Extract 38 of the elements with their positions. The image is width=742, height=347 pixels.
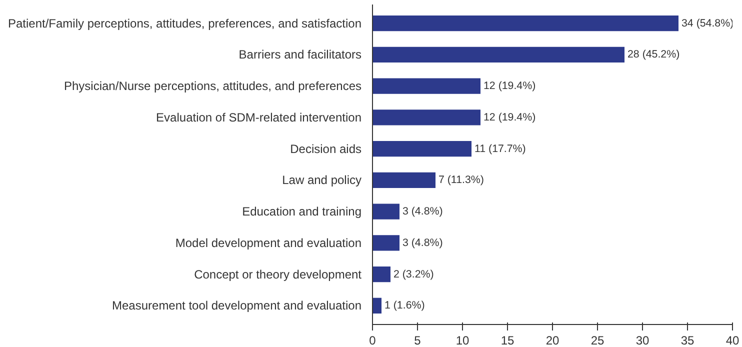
bar — [372, 15, 678, 32]
y-tick-label: Measurement tool development and evaluation — [112, 298, 362, 313]
y-tick-label: Physician/Nurse perceptions, attitudes, and preferences — [64, 79, 362, 94]
x-tick-label: 20 — [546, 334, 560, 347]
x-tick-label: 40 — [726, 334, 740, 347]
y-tick-label: Model development and evaluation — [175, 236, 362, 250]
y-tick-label: Education and training — [242, 204, 362, 219]
bar — [372, 235, 400, 251]
data-label: 1 (1.6%) — [384, 300, 425, 312]
y-tick-label: Patient/Family perceptions, attitudes, preferences, and satisfaction — [8, 16, 362, 30]
x-tick-label: 5 — [414, 334, 422, 347]
data-label: 2 (3.2%) — [394, 268, 434, 280]
data-label: 12 (19.4%) — [484, 111, 536, 124]
data-label: 28 (45.2%) — [628, 48, 680, 61]
bar — [372, 172, 436, 188]
y-tick-label: Evaluation of SDM-related intervention — [156, 110, 362, 124]
bar — [372, 78, 480, 94]
x-tick-label: 10 — [456, 334, 470, 347]
data-label: 11 (17.7%) — [474, 142, 526, 155]
y-tick-label: Law and policy — [282, 173, 362, 188]
x-tick-label: 25 — [590, 334, 604, 347]
y-tick-label: Decision aids — [290, 142, 362, 156]
x-tick-label: 0 — [369, 334, 376, 347]
x-tick-label: 15 — [500, 334, 514, 347]
data-label: 3 (4.8%) — [402, 206, 443, 218]
y-tick-label: Concept or theory development — [194, 267, 362, 282]
x-tick-label: 30 — [636, 334, 650, 347]
bar — [372, 204, 400, 220]
bar — [372, 46, 624, 63]
bar — [372, 266, 390, 282]
bar — [372, 140, 472, 157]
data-label: 12 (19.4%) — [484, 80, 536, 92]
bar — [372, 298, 382, 314]
bar — [372, 110, 480, 126]
data-label: 3 (4.8%) — [402, 236, 443, 249]
data-label: 7 (11.3%) — [438, 174, 484, 186]
x-tick-label: 35 — [680, 334, 694, 347]
y-tick-label: Barriers and facilitators — [238, 48, 362, 62]
